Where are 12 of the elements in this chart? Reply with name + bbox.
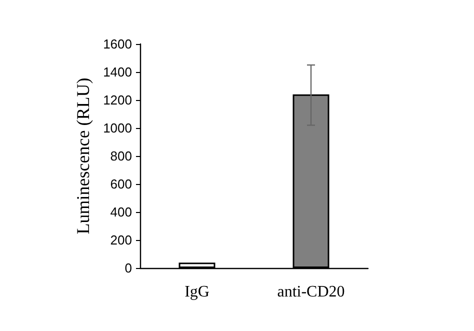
y-axis-title: Luminescence (RLU) xyxy=(73,78,93,234)
y-tick-label: 1000 xyxy=(103,120,132,136)
x-tick-label: anti-CD20 xyxy=(277,284,345,300)
y-tick-label: 400 xyxy=(110,204,132,220)
y-tick-label: 0 xyxy=(124,260,132,276)
x-tick-label: IgG xyxy=(184,284,210,300)
y-tick-label: 800 xyxy=(110,148,132,164)
y-tick-label: 1200 xyxy=(103,92,132,108)
y-tick-label: 600 xyxy=(110,176,132,192)
y-tick-label: 1400 xyxy=(103,64,132,80)
y-tick-label: 200 xyxy=(110,232,132,248)
y-tick-label: 1600 xyxy=(103,36,132,52)
